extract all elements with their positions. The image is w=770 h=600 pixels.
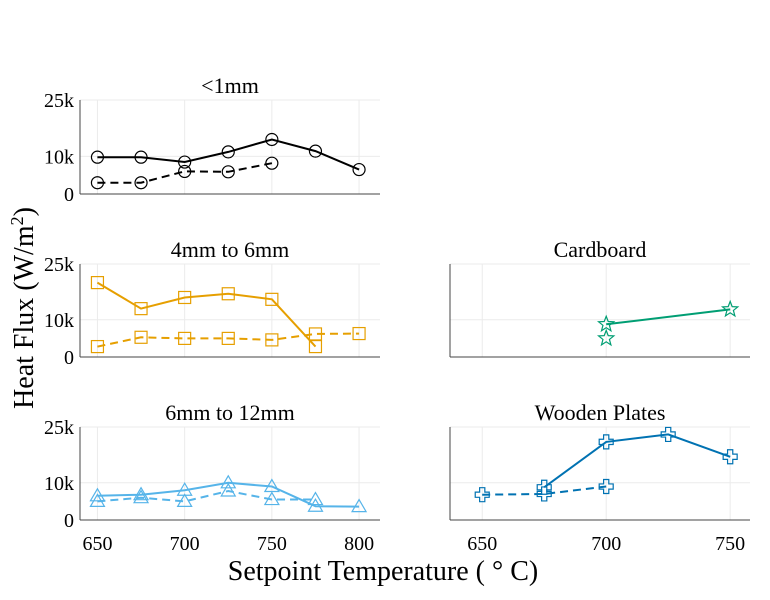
y-tick-label: 10k [44,473,74,495]
triangle-marker [133,486,150,501]
series-line [96,281,317,348]
chart-panels: <1mm 0 10k 25k 4mm to 6mm 0 10k 25k Cardboard 6mm… [44,73,750,555]
series-line [97,162,273,184]
series-dashed [90,156,279,190]
series-line [543,433,731,489]
square-marker [221,287,235,301]
y-axis-label-main: Heat Flux (W/m [9,225,40,409]
square-marker [265,333,279,347]
series-dashed [90,326,366,354]
cross-marker [474,487,490,503]
y-axis-label-end: ) [9,207,40,216]
panel-title: Cardboard [554,237,647,262]
triangle-marker [220,474,237,489]
y-tick-label: 10k [44,310,74,332]
star-marker [596,328,616,347]
series-line [606,308,731,326]
series-line [482,485,607,496]
circle-marker [221,165,235,179]
y-axis-label: Heat Flux (W/m2) [7,207,40,409]
series-none [596,328,616,347]
cross-marker [722,449,738,465]
triangle-marker [176,493,193,507]
square-marker [308,327,323,341]
y-tick-label: 25k [44,90,74,112]
series-solid [536,426,738,495]
y-tick-label: 0 [64,184,74,206]
series-line [97,138,360,171]
square-marker [90,276,105,290]
circle-marker [265,156,279,170]
circle-marker [265,132,279,147]
circle-marker [134,176,148,190]
square-marker [178,331,192,345]
triangle-marker [307,491,324,506]
panel-p3: Cardboard [449,237,750,358]
square-marker [178,290,192,305]
circle-marker [178,164,192,179]
panel-p4: 6mm to 12mm 0 10k 25k 650 700 750 800 [44,400,380,555]
series-solid [596,299,740,333]
panel-p2: 4mm to 6mm 0 10k 25k [44,237,380,369]
series-line [97,481,360,508]
series-dashed [474,478,614,503]
y-tick-label: 25k [44,417,74,439]
y-tick-label: 0 [64,510,74,532]
cross-marker [536,486,552,502]
triangle-marker [263,491,280,506]
y-tick-label: 0 [64,347,74,369]
y-tick-label: 25k [44,254,74,276]
x-tick-label: 650 [467,533,497,555]
x-tick-label: 750 [257,533,287,555]
triangle-marker [220,482,237,497]
triangle-marker [133,489,150,504]
series-dashed [89,482,324,507]
y-tick-label: 10k [44,146,74,168]
series-line [97,332,360,348]
cross-marker [598,478,614,495]
series-solid [89,474,368,513]
x-axis-label: Setpoint Temperature ( ° C) [228,556,538,587]
circle-marker [90,150,105,164]
square-marker [352,326,366,341]
square-marker [308,339,323,354]
circle-marker [134,150,148,164]
x-tick-label: 700 [170,533,200,555]
triangle-marker [351,498,368,513]
circle-marker [221,145,235,159]
panel-p5: Wooden Plates 650 700 750 [449,400,750,555]
circle-marker [90,176,105,190]
circle-marker [308,144,323,158]
panel-title: Wooden Plates [535,400,666,425]
triangle-marker [89,493,106,507]
panel-p1: <1mm 0 10k 25k [44,73,380,206]
panel-title: 6mm to 12mm [165,400,295,425]
y-axis-label-superscript: 2 [7,216,27,225]
series-solid [90,132,366,177]
square-marker [134,330,148,344]
cross-marker [598,434,614,450]
square-marker [221,331,235,345]
cross-marker [536,479,552,495]
panel-title: <1mm [201,73,259,98]
square-marker [134,302,148,316]
square-marker [265,292,279,306]
square-marker [90,339,105,354]
star-marker [596,314,616,333]
circle-marker [352,162,366,177]
x-tick-label: 800 [344,533,374,555]
series-solid [90,276,323,354]
star-marker [720,299,740,318]
x-tick-label: 650 [82,533,112,555]
circle-marker [178,155,192,169]
series-line [97,489,316,503]
triangle-marker [307,498,324,512]
x-tick-label: 700 [591,533,621,555]
cross-marker [660,426,676,443]
x-tick-label: 750 [715,533,745,555]
panel-title: 4mm to 6mm [171,237,290,262]
